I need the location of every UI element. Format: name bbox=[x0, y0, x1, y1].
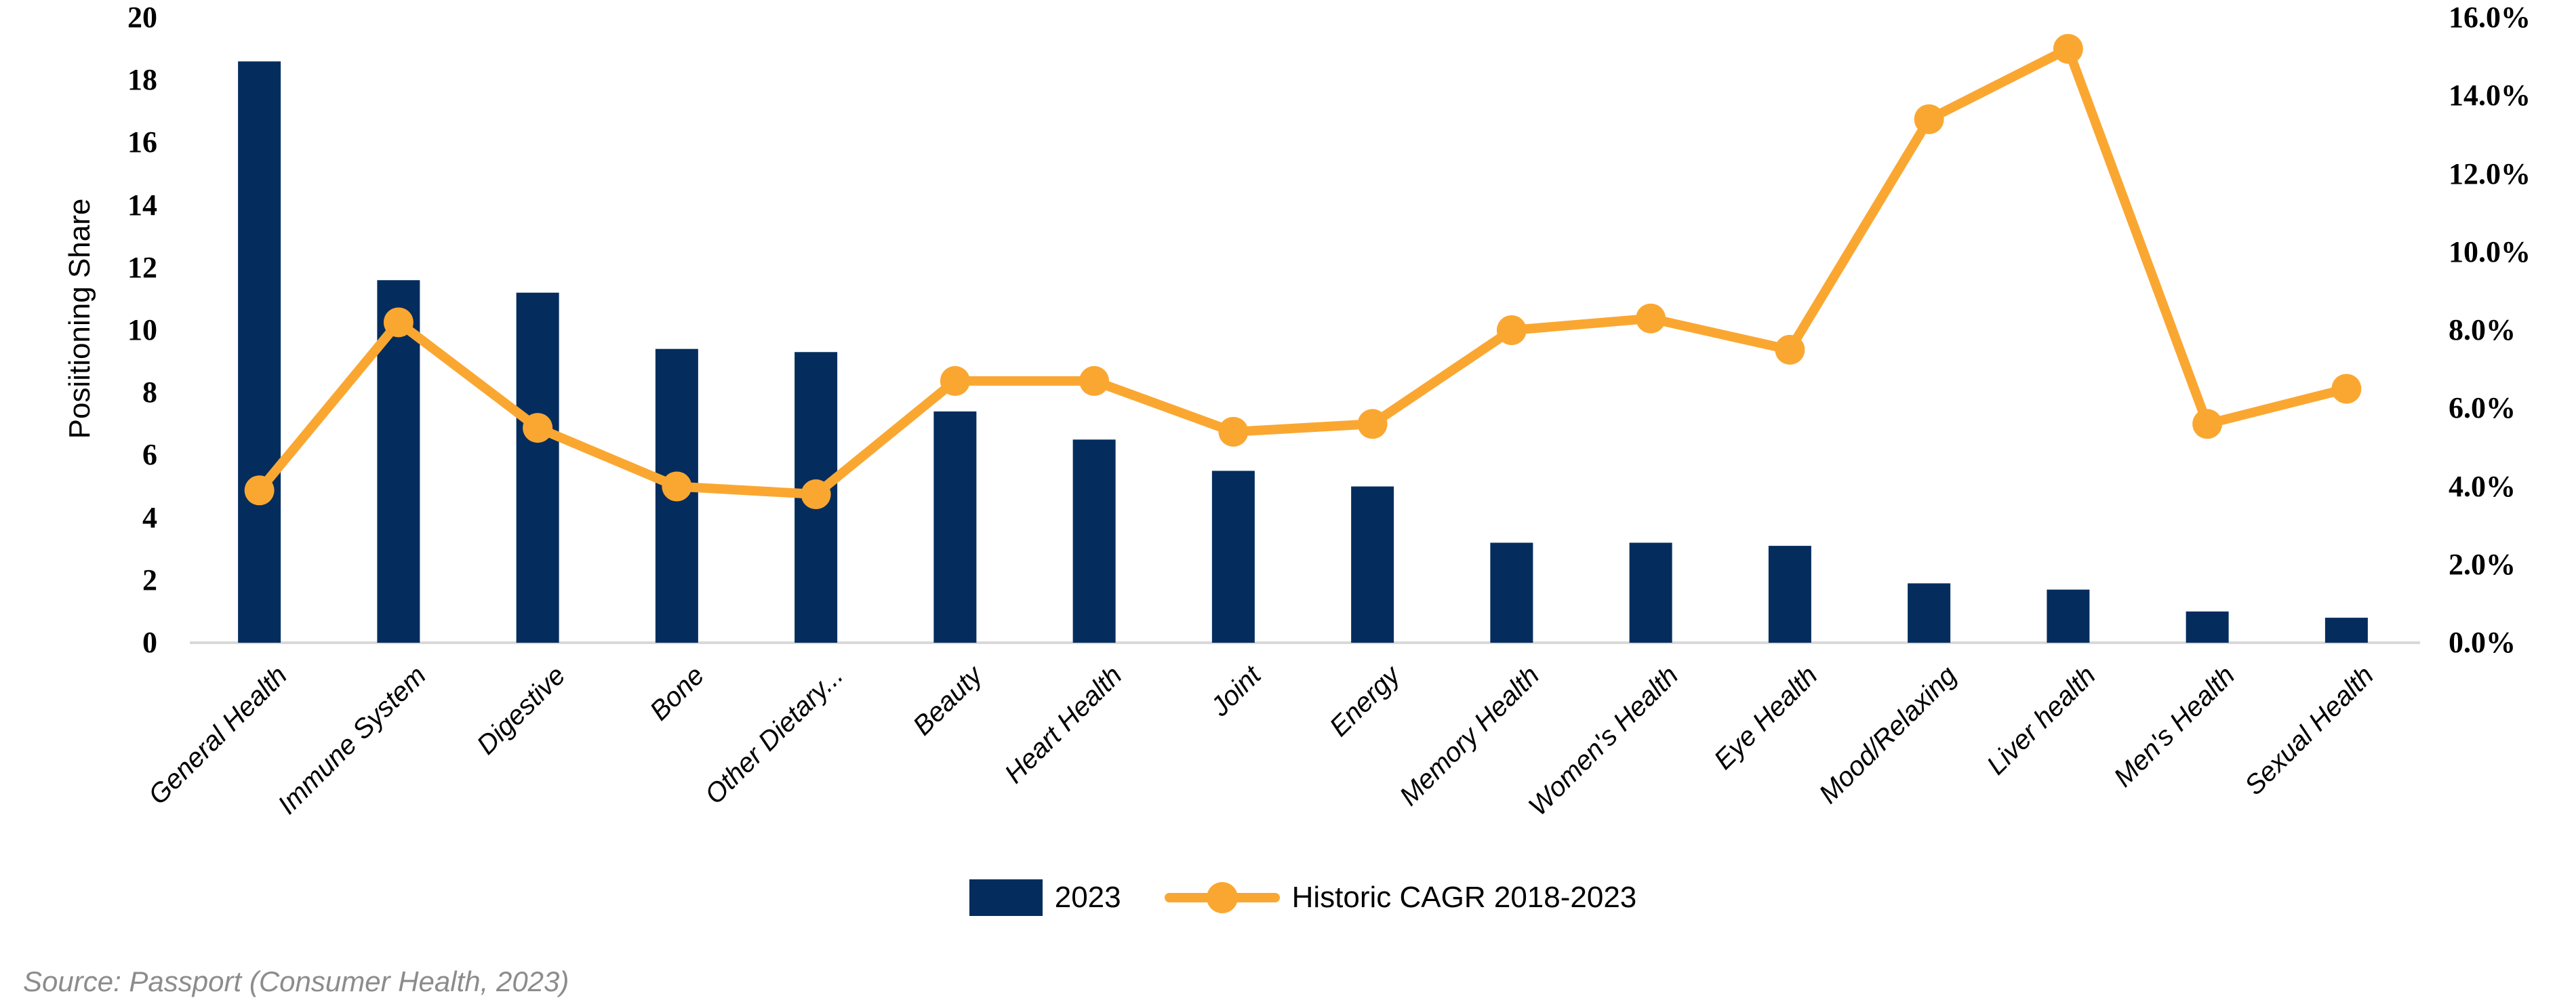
x-category-label: Energy bbox=[1323, 660, 1406, 742]
bar-2023 bbox=[2047, 589, 2090, 643]
left-tick-label: 14 bbox=[127, 188, 157, 222]
x-axis-baseline bbox=[190, 641, 2420, 644]
left-tick-label: 10 bbox=[127, 313, 157, 346]
left-tick-label: 8 bbox=[142, 376, 157, 410]
cagr-marker bbox=[1636, 303, 1666, 334]
cagr-marker bbox=[2331, 374, 2362, 404]
left-tick-label: 6 bbox=[142, 438, 157, 472]
right-tick-label: 10.0% bbox=[2449, 235, 2531, 268]
cagr-marker bbox=[940, 365, 970, 396]
bar-2023 bbox=[1351, 486, 1394, 643]
bar-2023 bbox=[516, 292, 559, 643]
x-category-label: Women's Health bbox=[1523, 660, 1685, 822]
legend-item-2023: 2023 bbox=[969, 879, 1121, 916]
right-tick-label: 8.0% bbox=[2449, 313, 2516, 346]
x-category-label: Beauty bbox=[907, 660, 988, 742]
x-category-label: General Health bbox=[142, 660, 293, 811]
plot-area bbox=[238, 34, 2368, 643]
x-category-label: Other Dietary... bbox=[699, 660, 849, 810]
cagr-marker bbox=[1218, 416, 1249, 447]
left-tick-label: 4 bbox=[142, 500, 157, 534]
cagr-marker bbox=[662, 471, 692, 502]
cagr-marker bbox=[1079, 365, 1110, 396]
x-category-label: Digestive bbox=[470, 660, 571, 761]
right-tick-label: 0.0% bbox=[2449, 626, 2516, 659]
left-tick-label: 20 bbox=[127, 1, 157, 34]
cagr-marker bbox=[1357, 409, 1388, 439]
legend-label-2023: 2023 bbox=[1054, 881, 1121, 914]
x-category-label: Memory Health bbox=[1394, 660, 1545, 812]
left-tick-label: 12 bbox=[127, 250, 157, 284]
right-tick-label: 14.0% bbox=[2449, 79, 2531, 113]
bar-2023 bbox=[1908, 583, 1951, 643]
cagr-marker bbox=[2192, 409, 2223, 439]
x-category-label: Heart Health bbox=[999, 660, 1128, 789]
bar-2023 bbox=[933, 411, 977, 643]
cagr-marker bbox=[523, 413, 553, 443]
left-tick-label: 2 bbox=[142, 563, 157, 597]
x-axis-category-labels: General Health Immune System Digestive Bone… bbox=[142, 655, 2416, 865]
legend-label-cagr: Historic CAGR 2018-2023 bbox=[1291, 881, 1637, 914]
right-tick-label: 2.0% bbox=[2449, 547, 2516, 581]
bar-2023 bbox=[2325, 618, 2368, 643]
cagr-marker bbox=[2053, 34, 2083, 64]
right-tick-label: 6.0% bbox=[2449, 391, 2516, 425]
bar-2023 bbox=[1072, 439, 1116, 643]
right-axis-ticks: 16.0% 14.0% 12.0% 10.0% 8.0% 6.0% 4.0% 2.0% 0.0% bbox=[2449, 0, 2576, 678]
legend-marker-icon bbox=[1206, 882, 1238, 913]
x-category-label: Liver health bbox=[1981, 660, 2101, 781]
cagr-marker bbox=[801, 479, 831, 510]
x-category-label: Mood/Relaxing bbox=[1813, 660, 1963, 810]
x-category-label: Sexual Health bbox=[2239, 660, 2380, 801]
bar-2023 bbox=[1768, 546, 1811, 643]
cagr-marker bbox=[383, 307, 414, 338]
bar-2023 bbox=[1629, 542, 1672, 643]
left-tick-label: 0 bbox=[142, 626, 157, 659]
right-tick-label: 12.0% bbox=[2449, 157, 2531, 191]
x-category-label: Immune System bbox=[272, 660, 432, 820]
right-tick-label: 4.0% bbox=[2449, 469, 2516, 503]
bar-series-swatch bbox=[969, 879, 1043, 916]
line-series-swatch bbox=[1164, 881, 1280, 914]
right-tick-label: 16.0% bbox=[2449, 1, 2531, 34]
cagr-marker bbox=[244, 475, 275, 506]
legend-item-cagr: Historic CAGR 2018-2023 bbox=[1164, 881, 1637, 914]
left-axis-ticks: 20 18 16 14 12 10 8 6 4 2 0 bbox=[0, 0, 157, 678]
cagr-marker bbox=[1496, 315, 1527, 345]
chart-legend: 2023 Historic CAGR 2018-2023 bbox=[190, 877, 2416, 918]
bar-2023 bbox=[238, 61, 281, 643]
left-tick-label: 16 bbox=[127, 125, 157, 159]
bar-2023 bbox=[2186, 611, 2229, 643]
bar-2023 bbox=[1211, 471, 1255, 643]
left-tick-label: 18 bbox=[127, 63, 157, 97]
cagr-line bbox=[254, 44, 2352, 500]
source-note: Source: Passport (Consumer Health, 2023) bbox=[23, 965, 569, 997]
cagr-marker bbox=[1914, 104, 1944, 134]
x-category-label: Bone bbox=[644, 660, 710, 727]
x-category-label: Men's Health bbox=[2108, 660, 2241, 793]
x-category-label: Eye Health bbox=[1708, 660, 1824, 776]
bar-2023 bbox=[1490, 542, 1533, 643]
x-category-label: Joint bbox=[1205, 660, 1267, 722]
cagr-marker bbox=[1775, 334, 1805, 365]
